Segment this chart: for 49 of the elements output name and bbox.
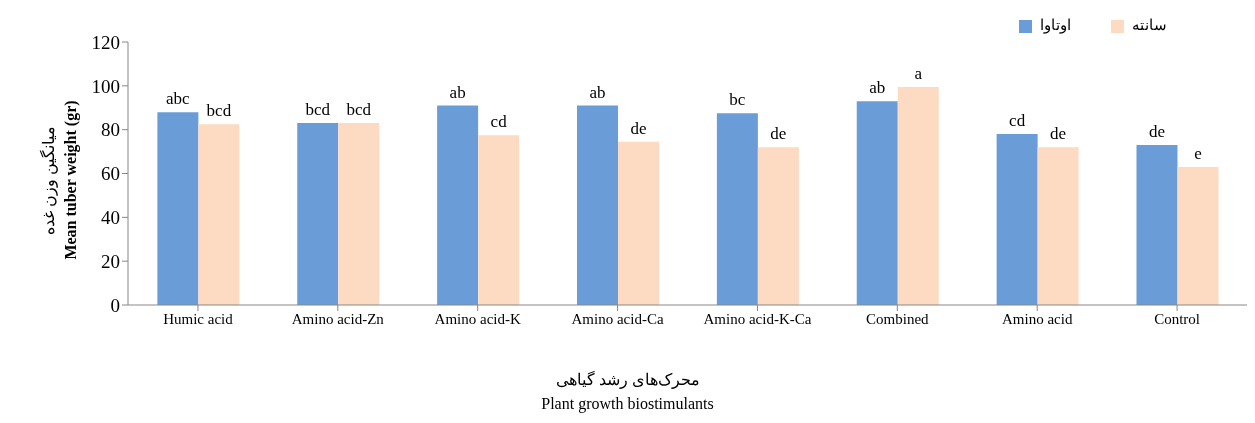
bar [297, 123, 339, 305]
legend-label: اوتاوا [1040, 17, 1071, 33]
x-tick-label: Amino acid-Ca [571, 310, 664, 327]
annotation: de [1148, 122, 1166, 142]
annotation: cd [1009, 111, 1026, 131]
bar [157, 112, 199, 305]
x-tick-label: Amino acid-Zn [291, 310, 385, 327]
bar [338, 123, 380, 305]
x-tick-label: Amino acid-K-Ca [703, 310, 812, 327]
x-tick-label: Control [1154, 310, 1200, 327]
bar [897, 86, 939, 305]
annotation: abc [166, 89, 191, 109]
bar [577, 105, 618, 305]
annotation: bcd [206, 101, 232, 121]
y-tick-label: 40 [101, 207, 120, 229]
annotation: a [914, 63, 923, 83]
x-tick-label: Combined [866, 310, 930, 327]
annotation: de [630, 118, 647, 138]
bar [1136, 145, 1178, 305]
y-tick-label: 100 [91, 75, 120, 97]
annotation: bcd [305, 100, 331, 120]
annotation: e [1194, 143, 1202, 163]
annotation: de [1050, 124, 1067, 144]
annotation: cd [490, 112, 508, 132]
bar [757, 147, 799, 305]
bar [996, 134, 1038, 305]
x-tick-label: Amino acid [1001, 310, 1073, 327]
bar [1177, 166, 1219, 305]
x-tick-label: Amino acid-K [434, 310, 521, 327]
y-tick-label: 0 [110, 294, 120, 316]
x-tick-label: Humic acid [163, 310, 234, 327]
legend-label: سانته [1132, 17, 1167, 33]
y-tick-label: 120 [91, 31, 120, 53]
annotation: de [770, 124, 787, 144]
y-tick-label: 60 [101, 163, 120, 185]
annotation: ab [449, 82, 466, 102]
bar [478, 135, 520, 305]
bar [1037, 147, 1079, 305]
annotation: ab [589, 82, 606, 102]
bar [856, 101, 898, 305]
y-tick-label: 80 [101, 119, 120, 141]
bar [618, 141, 659, 305]
annotation: bc [729, 90, 746, 110]
bar [437, 105, 479, 305]
bar [716, 113, 758, 305]
annotation: ab [869, 78, 886, 98]
bar [198, 124, 240, 305]
y-tick-label: 20 [101, 250, 120, 272]
annotation: bcd [346, 100, 372, 120]
